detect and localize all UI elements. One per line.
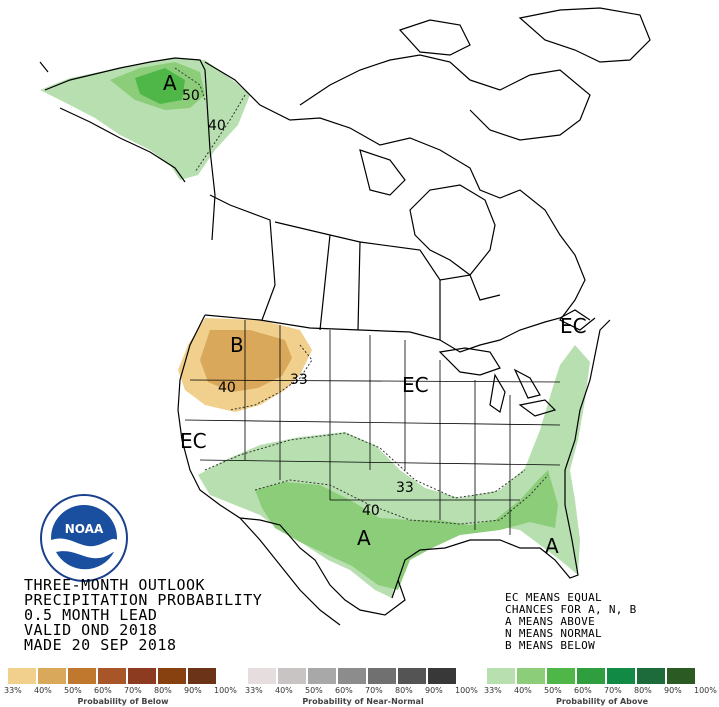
alaska-above-region bbox=[40, 58, 250, 180]
below-caption: Probability of Below bbox=[77, 697, 169, 706]
alaska-a-label: A bbox=[163, 71, 177, 95]
above-tick-label: 33% bbox=[484, 686, 502, 695]
normal-tick-label: 90% bbox=[425, 686, 443, 695]
northwest-40-label: 40 bbox=[218, 380, 236, 396]
normal-caption: Probability of Near-Normal bbox=[302, 697, 424, 706]
normal-swatch bbox=[338, 668, 366, 684]
above-tick-label: 90% bbox=[664, 686, 682, 695]
northwest-b-label: B bbox=[230, 333, 244, 357]
normal-swatch bbox=[398, 668, 426, 684]
normal-tick-label: 70% bbox=[365, 686, 383, 695]
below-swatch bbox=[8, 668, 36, 684]
below-swatch bbox=[98, 668, 126, 684]
below-swatch bbox=[38, 668, 66, 684]
above-ticks: 33% 40% 50% 60% 70% 80% 90% 100% bbox=[484, 686, 719, 695]
above-tick-label: 50% bbox=[544, 686, 562, 695]
legend-note-4: N MEANS NORMAL bbox=[505, 627, 602, 640]
normal-swatch bbox=[368, 668, 396, 684]
below-tick-label: 70% bbox=[124, 686, 142, 695]
normal-tick-label: 33% bbox=[245, 686, 263, 695]
west-ec-label: EC bbox=[180, 429, 207, 453]
below-tick-label: 50% bbox=[64, 686, 82, 695]
south-40-label: 40 bbox=[362, 503, 380, 519]
above-caption: Probability of Above bbox=[555, 697, 649, 706]
legend-note-5: B MEANS BELOW bbox=[505, 639, 595, 652]
legend-note-3: A MEANS ABOVE bbox=[505, 615, 595, 628]
above-tick-label: 100% bbox=[694, 686, 717, 695]
title-line-3: 0.5 MONTH LEAD bbox=[24, 606, 158, 624]
above-tick-label: 80% bbox=[634, 686, 652, 695]
title-block: THREE-MONTH OUTLOOK PRECIPITATION PROBAB… bbox=[24, 578, 262, 653]
northwest-33-label: 33 bbox=[290, 372, 308, 388]
below-scale bbox=[8, 668, 218, 684]
normal-swatch bbox=[278, 668, 306, 684]
above-tick-label: 70% bbox=[604, 686, 622, 695]
legend-notes: EC MEANS EQUAL CHANCES FOR A, N, B A MEA… bbox=[505, 592, 637, 652]
noaa-logo: NOAA bbox=[40, 494, 128, 582]
above-swatch bbox=[547, 668, 575, 684]
below-swatch bbox=[158, 668, 186, 684]
normal-tick-label: 80% bbox=[395, 686, 413, 695]
below-tick-label: 100% bbox=[214, 686, 237, 695]
above-swatch bbox=[517, 668, 545, 684]
above-scale bbox=[487, 668, 697, 684]
below-tick-label: 60% bbox=[94, 686, 112, 695]
alaska-40-label: 40 bbox=[208, 118, 226, 134]
title-line-4: VALID OND 2018 bbox=[24, 621, 158, 639]
noaa-logo-text: NOAA bbox=[65, 522, 104, 536]
below-swatch bbox=[128, 668, 156, 684]
normal-tick-label: 100% bbox=[455, 686, 478, 695]
south-33-label: 33 bbox=[396, 480, 414, 496]
title-line-2: PRECIPITATION PROBABILITY bbox=[24, 591, 263, 609]
contour-lines bbox=[174, 67, 549, 525]
above-swatch bbox=[607, 668, 635, 684]
above-swatch bbox=[637, 668, 665, 684]
title-line-1: THREE-MONTH OUTLOOK bbox=[24, 576, 206, 594]
texas-a-label: A bbox=[357, 526, 371, 550]
below-tick-label: 80% bbox=[154, 686, 172, 695]
country-outlines bbox=[39, 7, 651, 626]
normal-tick-label: 60% bbox=[335, 686, 353, 695]
below-ticks: 33% 40% 50% 60% 70% 80% 90% 100% bbox=[4, 686, 244, 695]
florida-a-label: A bbox=[545, 534, 559, 558]
normal-swatch bbox=[248, 668, 276, 684]
state-outlines bbox=[184, 320, 561, 535]
normal-swatch bbox=[428, 668, 456, 684]
above-swatch bbox=[487, 668, 515, 684]
northeast-ec-label: EC bbox=[560, 314, 587, 338]
legend-note-1: EC MEANS EQUAL bbox=[505, 591, 602, 604]
below-tick-label: 33% bbox=[4, 686, 22, 695]
central-ec-label: EC bbox=[402, 373, 429, 397]
normal-tick-label: 40% bbox=[275, 686, 293, 695]
below-swatch bbox=[68, 668, 96, 684]
below-swatch bbox=[188, 668, 216, 684]
legend-note-2: CHANCES FOR A, N, B bbox=[505, 603, 637, 616]
below-tick-label: 90% bbox=[184, 686, 202, 695]
normal-swatch bbox=[308, 668, 336, 684]
above-swatch bbox=[667, 668, 695, 684]
above-tick-label: 40% bbox=[514, 686, 532, 695]
normal-ticks: 33% 40% 50% 60% 70% 80% 90% 100% bbox=[245, 686, 485, 695]
above-tick-label: 60% bbox=[574, 686, 592, 695]
alaska-50-label: 50 bbox=[182, 88, 200, 104]
normal-scale bbox=[248, 668, 458, 684]
title-line-5: MADE 20 SEP 2018 bbox=[24, 636, 177, 654]
normal-tick-label: 50% bbox=[305, 686, 323, 695]
below-tick-label: 40% bbox=[34, 686, 52, 695]
above-swatch bbox=[577, 668, 605, 684]
